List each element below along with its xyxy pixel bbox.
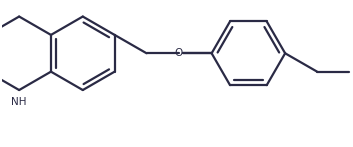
Text: O: O <box>174 48 183 58</box>
Text: NH: NH <box>11 97 27 107</box>
